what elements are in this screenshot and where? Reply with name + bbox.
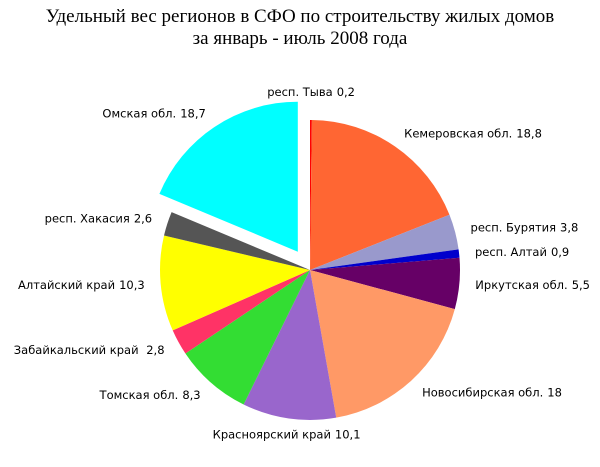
pie-slice (310, 257, 460, 310)
category-label: Кемеровская обл. (404, 126, 512, 140)
category-label: Иркутская обл. (475, 278, 567, 292)
chart-title: Удельный вес регионов в СФО по строитель… (46, 6, 555, 27)
slice-label: Красноярский край 10,1 (213, 427, 361, 441)
slice-label: Новосибирская обл. 18 (422, 385, 562, 399)
value-label: 0,2 (337, 85, 355, 99)
chart-title: за январь - июль 2008 года (193, 28, 408, 49)
value-label: 5,5 (572, 278, 590, 292)
category-label: респ. Хакасия (45, 211, 130, 225)
value-label: 3,8 (560, 220, 578, 234)
value-label: 18,7 (180, 106, 206, 120)
category-label: респ. Бурятия (471, 220, 557, 234)
pie-slice (172, 270, 310, 354)
category-label: Омская обл. (102, 106, 176, 120)
category-label: Новосибирская обл. (422, 385, 543, 399)
pie-slice (159, 235, 310, 331)
value-label: 18 (547, 385, 562, 399)
category-label: Алтайский край (18, 278, 115, 292)
category-label: Забайкальский край (14, 342, 142, 356)
value-label: 10,1 (335, 427, 361, 441)
slice-label: Омская обл. 18,7 (102, 106, 205, 120)
slice-label: респ. Бурятия 3,8 (471, 220, 579, 234)
slice-label: респ. Алтай 0,9 (475, 244, 569, 258)
slice-label: Алтайский край 10,3 (18, 278, 145, 292)
value-label: 0,9 (551, 244, 569, 258)
pie-slice (185, 270, 310, 405)
value-label: 18,8 (516, 126, 542, 140)
slice-label: Кемеровская обл. 18,8 (404, 126, 542, 140)
value-label: 2,6 (134, 211, 152, 225)
slice-label: Иркутская обл. 5,5 (475, 278, 590, 292)
category-label: респ. Алтай (475, 244, 547, 258)
pie-slice (310, 249, 460, 270)
category-label: респ. Тыва (267, 85, 332, 99)
slice-label: Забайкальский край 2,8 (14, 342, 165, 356)
pie-slice (164, 212, 310, 270)
value-label: 2,8 (146, 342, 164, 356)
pie-slice (310, 270, 455, 418)
value-label: 10,3 (119, 278, 145, 292)
slice-label: Томская обл. 8,3 (99, 387, 201, 401)
pie-slice (310, 214, 459, 270)
pie-slice (310, 120, 312, 270)
pie-slice (159, 101, 298, 252)
pie-slice (243, 270, 337, 421)
slice-label: респ. Хакасия 2,6 (45, 211, 152, 225)
category-label: Томская обл. (99, 387, 179, 401)
slice-label: респ. Тыва 0,2 (267, 85, 355, 99)
value-label: 8,3 (182, 387, 200, 401)
pie-slice (310, 120, 450, 270)
category-label: Красноярский край (213, 427, 331, 441)
